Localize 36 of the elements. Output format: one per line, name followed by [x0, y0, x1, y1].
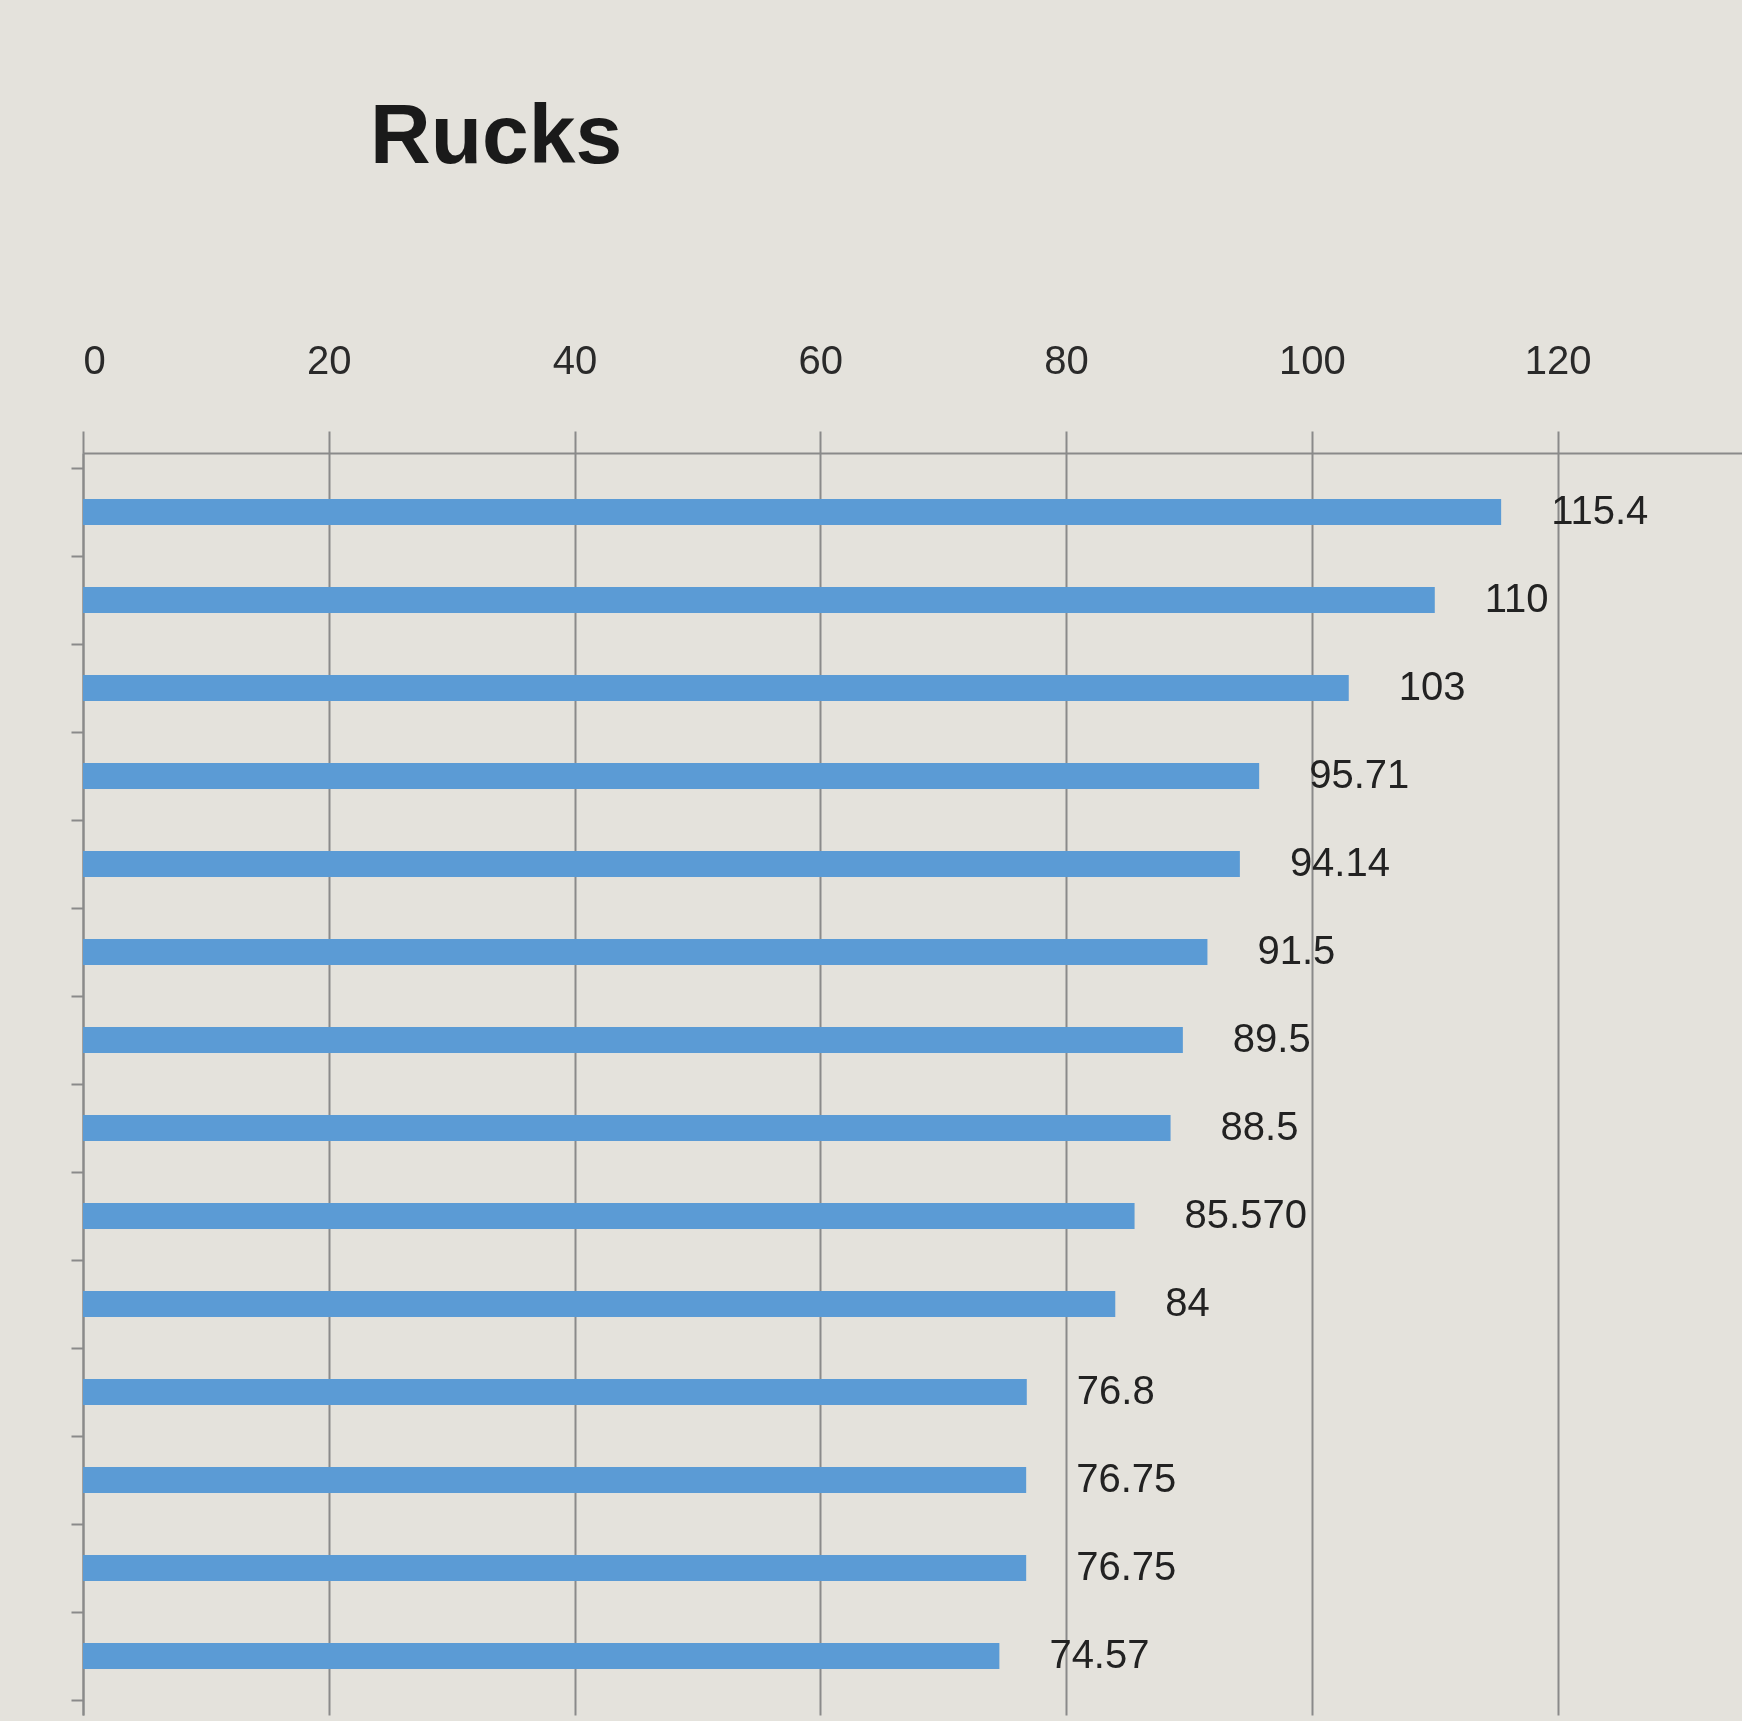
- data-label: 88.5: [1220, 1104, 1299, 1148]
- x-tick-label: 120: [1524, 337, 1592, 382]
- bar: [83, 498, 1502, 525]
- bar: [83, 1643, 1000, 1670]
- data-label: 76.8: [1076, 1368, 1155, 1413]
- data-label: 95.71: [1309, 751, 1410, 796]
- x-tick-label: 60: [798, 337, 844, 382]
- bar: [83, 762, 1260, 789]
- chart-title: Rucks: [370, 87, 623, 181]
- data-label: 84: [1165, 1280, 1210, 1325]
- bar: [83, 1291, 1116, 1318]
- data-label: 115.4: [1551, 487, 1649, 532]
- data-label: 76.75: [1076, 1456, 1177, 1501]
- x-tick-label: 100: [1279, 337, 1346, 382]
- bar: [83, 586, 1435, 613]
- bar: [83, 1555, 1027, 1582]
- bar: [83, 1027, 1183, 1053]
- x-tick-label: 0: [83, 337, 106, 382]
- bar: [83, 1203, 1135, 1230]
- bar: [83, 850, 1240, 877]
- bar: [83, 1115, 1171, 1141]
- x-tick-label: 20: [307, 337, 352, 382]
- bar: [83, 1467, 1027, 1494]
- bar: [83, 1379, 1027, 1406]
- data-label: 103: [1398, 663, 1466, 708]
- x-tick-label: 80: [1044, 337, 1089, 382]
- bar: [83, 938, 1208, 965]
- data-label: 110: [1484, 575, 1549, 620]
- data-label: 91.5: [1257, 927, 1336, 972]
- data-label: 89.5: [1232, 1016, 1311, 1060]
- data-label: 76.75: [1076, 1544, 1177, 1589]
- data-label: 74.57: [1049, 1632, 1150, 1677]
- bar: [83, 674, 1349, 701]
- data-label: 94.14: [1289, 839, 1390, 884]
- x-tick-label: 40: [552, 337, 598, 382]
- data-label: 85.570: [1184, 1192, 1307, 1237]
